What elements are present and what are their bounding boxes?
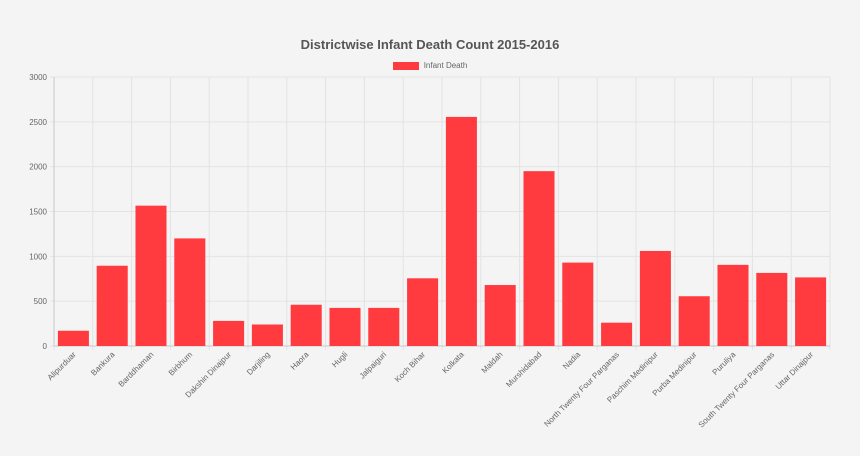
legend-swatch bbox=[392, 61, 419, 70]
x-tick-label: Alipurduar bbox=[46, 350, 78, 382]
bar bbox=[562, 262, 594, 346]
bar bbox=[57, 330, 89, 346]
chart-title: Districtwise Infant Death Count 2015-201… bbox=[300, 37, 560, 52]
x-tick-label: Haora bbox=[289, 350, 311, 372]
bar bbox=[523, 171, 555, 346]
chart-legend[interactable]: Infant Death bbox=[0, 61, 860, 70]
x-tick-label: Purba Medinipur bbox=[651, 350, 699, 398]
bar bbox=[717, 264, 749, 346]
x-tick-label: Jalpaiguri bbox=[358, 350, 389, 381]
bar bbox=[445, 116, 477, 346]
y-tick-label: 1000 bbox=[29, 252, 47, 261]
bar bbox=[639, 250, 671, 346]
y-tick-label: 2000 bbox=[29, 163, 47, 172]
bar bbox=[135, 205, 167, 346]
bar bbox=[96, 265, 128, 346]
bar bbox=[174, 238, 206, 346]
x-tick-label: Koch Bihar bbox=[393, 350, 427, 384]
x-tick-label: North Twenty Four Parganas bbox=[542, 350, 621, 429]
bar bbox=[368, 307, 400, 346]
x-tick-label: South Twenty Four Parganas bbox=[697, 350, 777, 430]
x-tick-label: Kolkata bbox=[441, 350, 467, 376]
y-tick-label: 1500 bbox=[29, 208, 47, 217]
bar bbox=[407, 278, 439, 346]
x-tick-label: Puruliya bbox=[711, 350, 738, 377]
y-tick-label: 500 bbox=[34, 297, 48, 306]
x-tick-label: Dakshin Dinajpur bbox=[184, 350, 234, 400]
x-tick-label: Barddhaman bbox=[117, 350, 156, 389]
bar bbox=[601, 322, 633, 346]
bar bbox=[329, 307, 361, 346]
x-tick-label: Maldah bbox=[480, 350, 505, 375]
x-tick-label: Hugli bbox=[330, 350, 349, 369]
y-tick-label: 0 bbox=[43, 342, 48, 351]
legend-label: Infant Death bbox=[423, 61, 468, 70]
x-tick-label: Darjiling bbox=[245, 350, 272, 377]
bar bbox=[290, 304, 322, 346]
x-tick-label: Uttar Dinajpur bbox=[774, 350, 815, 391]
x-tick-label: Bankura bbox=[89, 350, 117, 378]
bar bbox=[484, 285, 516, 346]
x-tick-label: Paschim Medinipur bbox=[605, 350, 660, 405]
x-tick-label: Murshidabad bbox=[504, 350, 543, 389]
x-tick-label: Nadia bbox=[561, 350, 583, 372]
y-tick-label: 2500 bbox=[29, 118, 47, 127]
bar bbox=[678, 296, 710, 346]
bar bbox=[795, 277, 827, 346]
x-tick-label: Birbhum bbox=[167, 350, 195, 378]
bar bbox=[213, 320, 245, 346]
y-tick-label: 3000 bbox=[29, 73, 47, 82]
bar bbox=[251, 324, 283, 346]
bar bbox=[756, 272, 788, 346]
